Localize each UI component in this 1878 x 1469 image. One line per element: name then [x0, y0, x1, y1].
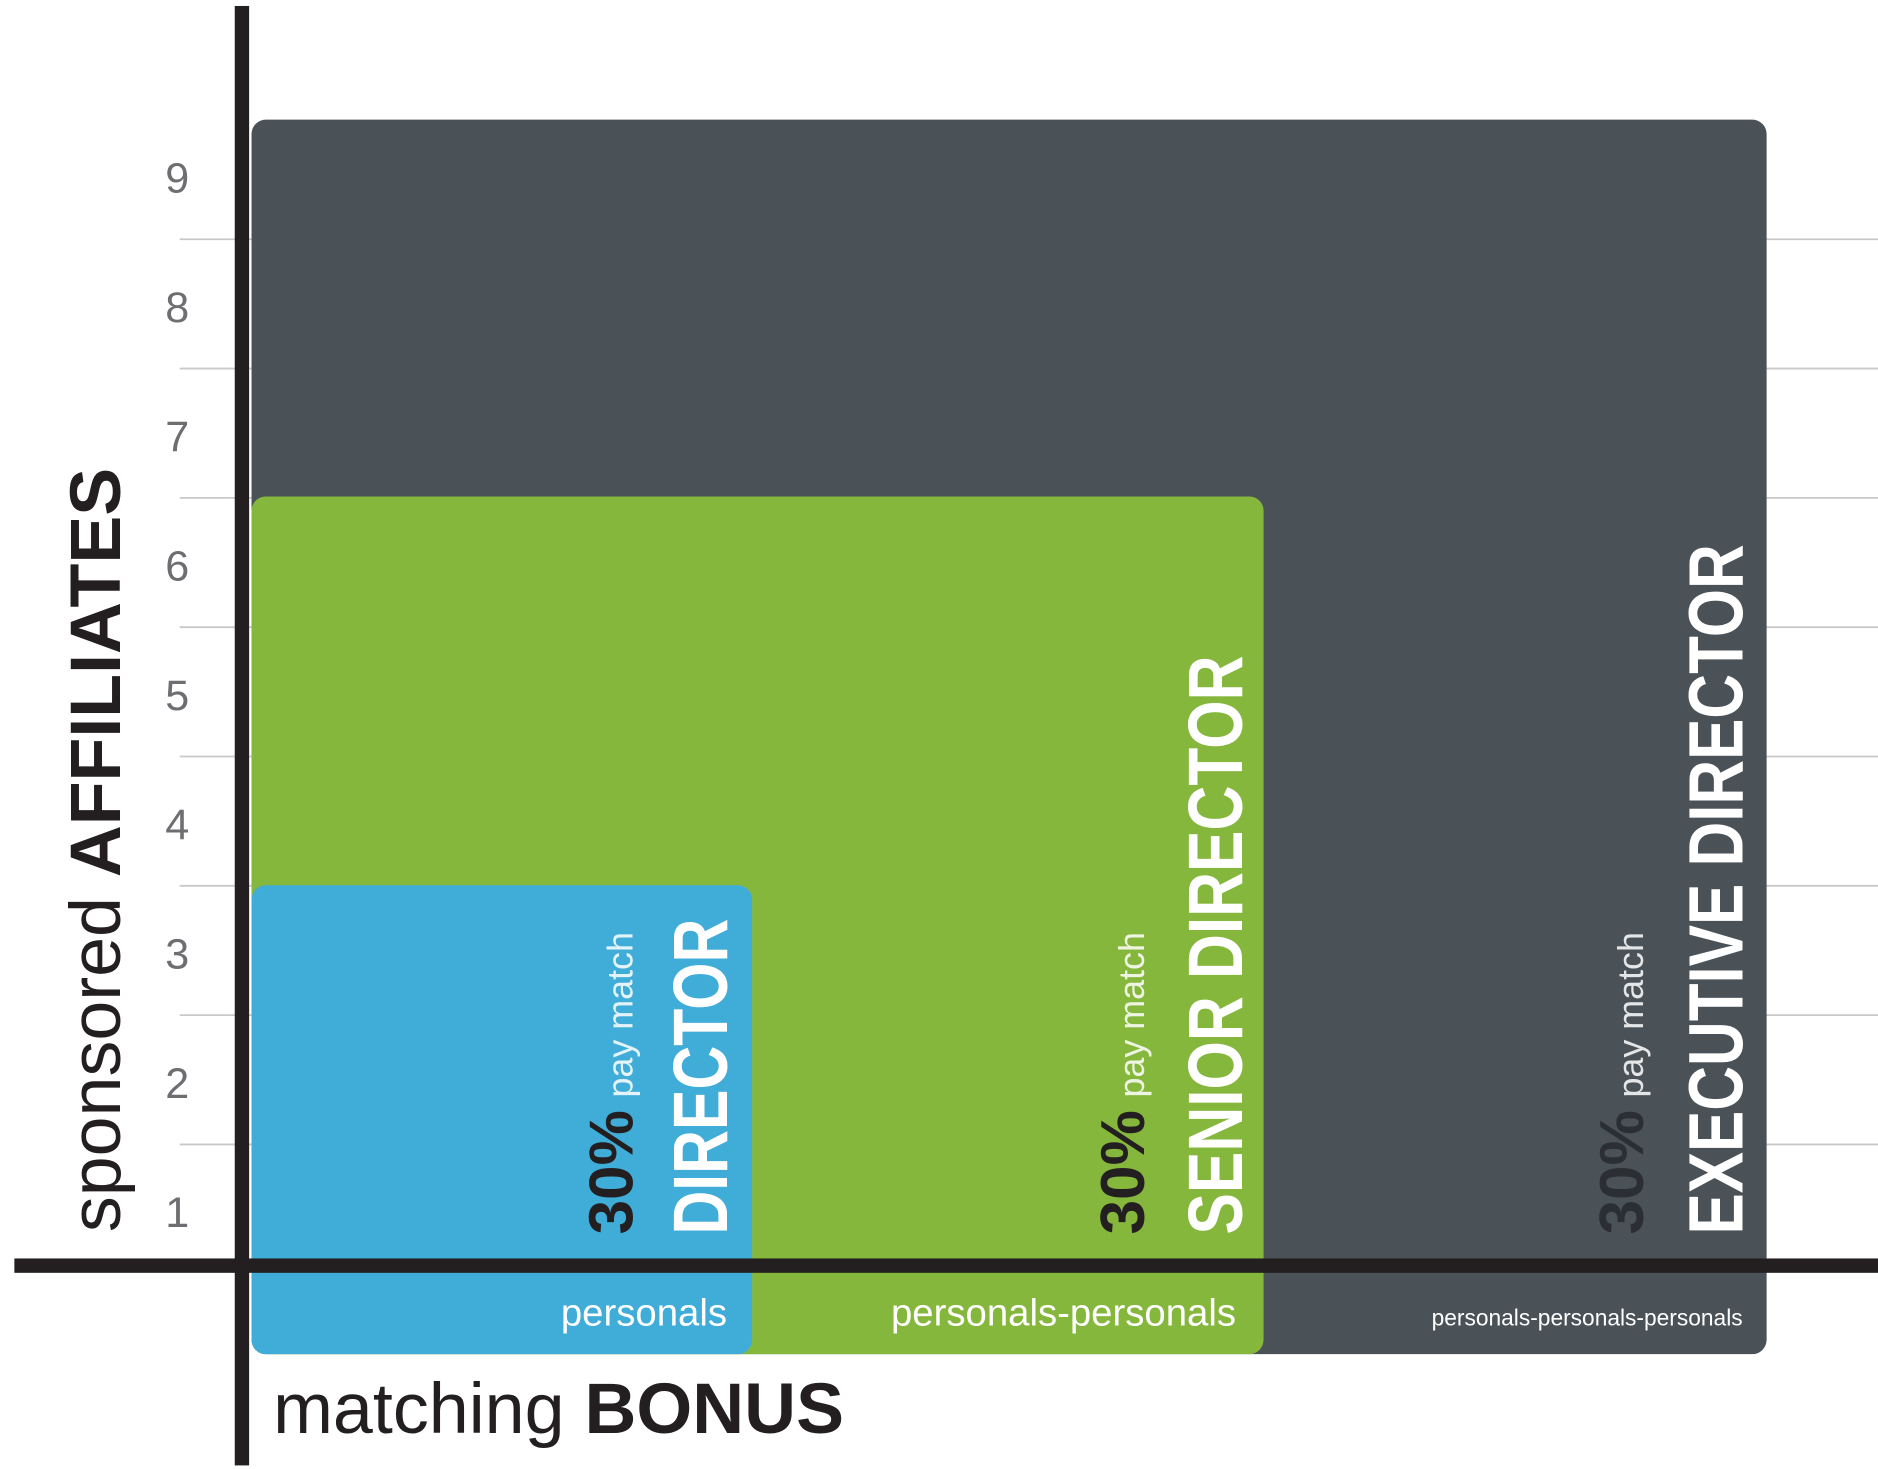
y-tick-label: 9 — [165, 155, 189, 203]
level-percent: 30% — [1089, 1110, 1158, 1234]
y-tick-label: 2 — [165, 1060, 189, 1108]
level-base: personals — [561, 1291, 727, 1334]
level-box — [251, 885, 753, 1355]
y-tick-label: 3 — [165, 931, 189, 979]
y-tick-label: 1 — [165, 1189, 189, 1237]
level-title: DIRECTOR — [659, 919, 744, 1235]
x-axis-label-light: matching — [273, 1369, 565, 1449]
level-percent: 30% — [577, 1110, 646, 1234]
x-axis-line — [14, 1258, 1878, 1273]
level-title: EXECUTIVE DIRECTOR — [1675, 544, 1760, 1234]
y-tick-label: 5 — [165, 672, 189, 720]
y-axis-label-bold: AFFILIATES — [56, 468, 136, 877]
y-tick-label: 8 — [165, 284, 189, 332]
level-boxes — [251, 119, 1767, 1355]
level-pay-match: pay match — [1611, 932, 1651, 1097]
y-axis-line — [234, 5, 250, 1466]
level-pay-match: pay match — [600, 932, 640, 1097]
level-pay-match: pay match — [1112, 932, 1152, 1097]
y-axis-label-light: sponsored — [56, 897, 136, 1232]
level-percent-line: 30% pay match — [1588, 932, 1657, 1234]
x-axis-label-bold: BONUS — [585, 1369, 844, 1449]
y-tick-label: 6 — [165, 543, 189, 591]
x-axis-title: matching BONUS — [273, 1369, 844, 1449]
y-axis-title: sponsored AFFILIATES — [56, 468, 136, 1232]
y-tick-label: 7 — [165, 413, 189, 461]
y-tick-label: 4 — [165, 801, 189, 849]
level-percent-line: 30% pay match — [577, 932, 646, 1234]
level-percent-line: 30% pay match — [1089, 932, 1158, 1234]
level-base: personals-personals — [891, 1291, 1236, 1334]
level-base: personals-personals-personals — [1432, 1304, 1743, 1330]
level-percent: 30% — [1588, 1110, 1657, 1234]
level-title: SENIOR DIRECTOR — [1174, 656, 1259, 1235]
